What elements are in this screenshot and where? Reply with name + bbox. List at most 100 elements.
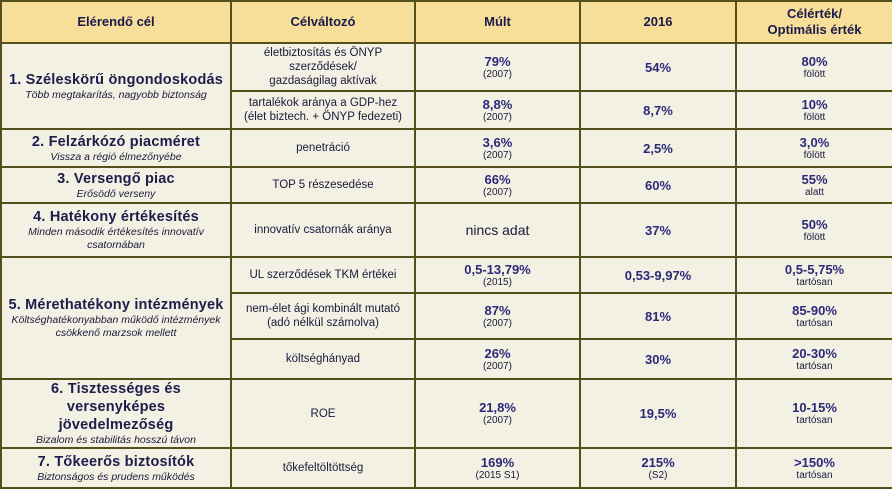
- variable-cell: életbiztosítás és ÖNYP szerződések/ gazd…: [230, 42, 416, 92]
- past-cell: nincs adat: [414, 202, 581, 258]
- goal-subtitle: Bizalom és stabilitás hosszú távon: [36, 434, 196, 446]
- current-value: 81%: [644, 308, 672, 324]
- target-value: 80%: [801, 53, 828, 69]
- goal-cell: 6. Tisztességes és versenyképes jövedelm…: [0, 378, 232, 449]
- current-cell: 215% (S2): [579, 447, 737, 489]
- header-row: Elérendő cél Célváltozó Múlt 2016 Célért…: [0, 0, 892, 44]
- variable-line: gazdaságilag aktívak: [269, 75, 377, 87]
- past-value: 3,6%: [482, 134, 513, 150]
- past-cell: 169% (2015 S1): [414, 447, 581, 489]
- table-row: 1. Széleskörű öngondoskodás Több megtaka…: [0, 42, 892, 130]
- goal-cell: 7. Tőkeerős biztosítók Biztonságos és pr…: [0, 447, 232, 489]
- past-note: (2007): [483, 415, 512, 426]
- goal-title: 3. Versengő piac: [57, 170, 175, 187]
- current-cell: 0,53-9,97%: [579, 256, 737, 294]
- current-value: 19,5%: [639, 406, 677, 421]
- target-note: tartósan: [796, 276, 833, 288]
- variable-cell: költséghányad: [230, 338, 416, 380]
- table-row: 3. Versengő piac Erősödő verseny TOP 5 r…: [0, 166, 892, 204]
- current-cell: 30%: [579, 338, 737, 380]
- goal-subtitle: Erősödő verseny: [76, 187, 156, 200]
- past-value: 79%: [484, 53, 511, 69]
- variable-cell: ROE: [230, 378, 416, 449]
- table-row: 7. Tőkeerős biztosítók Biztonságos és pr…: [0, 447, 892, 489]
- goal-cell: 1. Széleskörű öngondoskodás Több megtaka…: [0, 42, 232, 130]
- current-value: 8,7%: [643, 102, 673, 118]
- variable-line: szerződések/: [289, 61, 357, 73]
- header-target-line1: Célérték/: [787, 6, 842, 21]
- variable-line: (élet biztech. + ÖNYP fedezeti): [244, 111, 402, 123]
- target-value: 20-30%: [792, 345, 837, 361]
- target-note: tartósan: [796, 415, 833, 426]
- past-value: 8,8%: [482, 96, 513, 112]
- header-target-line2: Optimális érték: [767, 22, 862, 37]
- current-value: 54%: [644, 59, 672, 75]
- past-cell: 26% (2007): [414, 338, 581, 380]
- target-note: fölött: [803, 111, 826, 123]
- target-note: tartósan: [796, 317, 833, 329]
- target-note: tartósan: [796, 469, 833, 481]
- target-value: 0,5-5,75%: [784, 261, 845, 277]
- goal-cell: 5. Mérethatékony intézmények Költséghaté…: [0, 256, 232, 380]
- current-value: 37%: [644, 222, 672, 238]
- target-value: 55%: [801, 171, 828, 187]
- past-note: (2015 S1): [475, 469, 520, 481]
- goal-title-line: jövedelmezőség: [58, 417, 174, 433]
- past-note: (2007): [483, 68, 512, 80]
- goal-cell: 3. Versengő piac Erősödő verseny: [0, 166, 232, 204]
- variable-line: (adó nélkül számolva): [267, 317, 379, 329]
- current-cell: 19,5%: [579, 378, 737, 449]
- current-value: 60%: [644, 177, 672, 193]
- past-note: (2007): [483, 111, 512, 123]
- variable-cell: TOP 5 részesedése: [230, 166, 416, 204]
- past-value: 21,8%: [479, 400, 516, 415]
- current-cell: 8,7%: [579, 90, 737, 130]
- goal-title: 4. Hatékony értékesítés: [33, 209, 199, 225]
- past-cell: 3,6% (2007): [414, 128, 581, 168]
- current-cell: 37%: [579, 202, 737, 258]
- variable-line: nem-élet ági kombinált mutató: [245, 303, 401, 315]
- table-row: 5. Mérethatékony intézmények Költséghaté…: [0, 256, 892, 380]
- goal-subtitle-line: Költséghatékonyabban működő intézmények: [11, 314, 221, 326]
- target-value: 3,0%: [799, 134, 830, 150]
- target-value: 50%: [801, 216, 828, 232]
- current-cell: 60%: [579, 166, 737, 204]
- target-value: 10%: [801, 96, 828, 112]
- past-value: nincs adat: [465, 221, 530, 238]
- table-row: költséghányad 26% (2007) 30% 20-30% tart…: [1, 338, 892, 380]
- past-note: (2007): [483, 186, 512, 198]
- past-note: (2007): [483, 317, 512, 329]
- header-goal: Elérendő cél: [0, 0, 232, 44]
- target-note: alatt: [805, 186, 824, 198]
- past-cell: 79% (2007): [414, 42, 581, 92]
- current-value: 0,53-9,97%: [624, 267, 692, 283]
- past-cell: 21,8% (2007): [414, 378, 581, 449]
- goal-subtitle-line: csökkenő marzsok mellett: [55, 327, 177, 339]
- variable-line: életbiztosítás és ÖNYP: [263, 47, 383, 59]
- past-value: 169%: [480, 454, 515, 470]
- header-past: Múlt: [414, 0, 581, 44]
- goal-subtitle-line: Minden második értékesítés innovatív: [28, 226, 204, 238]
- target-cell: 20-30% tartósan: [735, 338, 892, 380]
- target-note: fölött: [803, 149, 826, 161]
- past-note: (2015): [483, 276, 512, 288]
- table-row: 4. Hatékony értékesítés Minden második é…: [0, 202, 892, 258]
- goal-subtitle-line: csatornában: [87, 239, 145, 251]
- goal-cell: 2. Felzárkózó piacméret Vissza a régió é…: [0, 128, 232, 168]
- target-note: fölött: [803, 68, 826, 80]
- past-value: 87%: [484, 302, 511, 318]
- goal-title: 7. Tőkeerős biztosítók: [37, 453, 195, 470]
- target-cell: 85-90% tartósan: [735, 292, 892, 340]
- table-row: tartalékok aránya a GDP-hez (élet biztec…: [1, 90, 892, 130]
- target-value: 85-90%: [792, 302, 837, 318]
- past-cell: 8,8% (2007): [414, 90, 581, 130]
- variable-cell: tartalékok aránya a GDP-hez (élet biztec…: [230, 90, 416, 130]
- current-cell: 54%: [579, 42, 737, 92]
- current-value: 215%: [641, 454, 675, 470]
- past-value: 66%: [484, 171, 511, 187]
- variable-cell: innovatív csatornák aránya: [230, 202, 416, 258]
- current-note: (S2): [648, 469, 668, 481]
- table-row: 6. Tisztességes és versenyképes jövedelm…: [0, 378, 892, 449]
- goal-title-line: 6. Tisztességes és versenyképes: [51, 381, 181, 415]
